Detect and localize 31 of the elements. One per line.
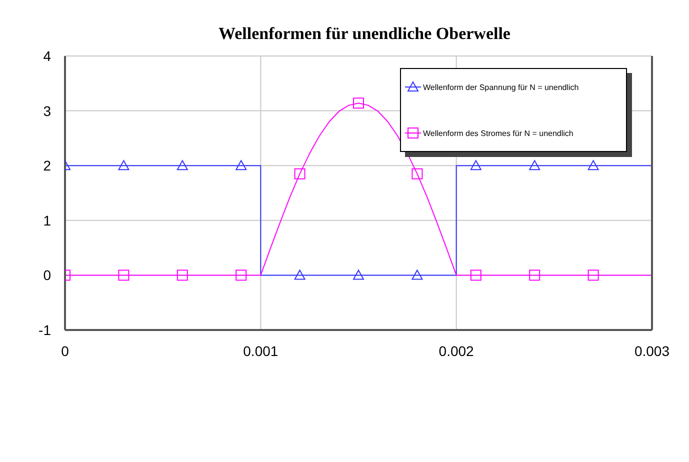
point: [236, 270, 247, 281]
point: [412, 168, 423, 180]
chart-title: Wellenformen für unendliche Oberwelle: [218, 24, 512, 44]
point: [470, 160, 482, 170]
point: [412, 270, 423, 280]
point: [236, 160, 247, 170]
x-tick-label: 0: [61, 342, 70, 359]
x-tick-label: 0.002: [438, 342, 474, 359]
y-tick-label: 2: [43, 158, 52, 174]
y-tick-label: 0: [43, 267, 52, 284]
y-tick-label: 1: [43, 212, 52, 228]
y-tick-label: 4: [43, 48, 52, 64]
point: [118, 270, 130, 281]
x-tick-label: 0.003: [634, 342, 670, 359]
point: [294, 168, 306, 180]
point: [176, 160, 188, 170]
point: [294, 270, 306, 280]
legend-label: Wellenform des Stromes für N = unendlich: [423, 128, 574, 138]
y-tick-label: 3: [43, 102, 52, 119]
point: [176, 270, 188, 281]
point: [353, 270, 364, 280]
point: [118, 160, 130, 170]
point: [588, 270, 599, 281]
y-tick-label: -1: [38, 322, 52, 338]
point: [470, 270, 482, 281]
x-tick-label: 0.001: [243, 342, 278, 359]
point: [529, 160, 540, 170]
legend-label: Wellenform der Spannung für N = unendlich: [423, 82, 579, 92]
point: [353, 98, 364, 109]
point: [588, 160, 599, 170]
point: [529, 270, 540, 281]
